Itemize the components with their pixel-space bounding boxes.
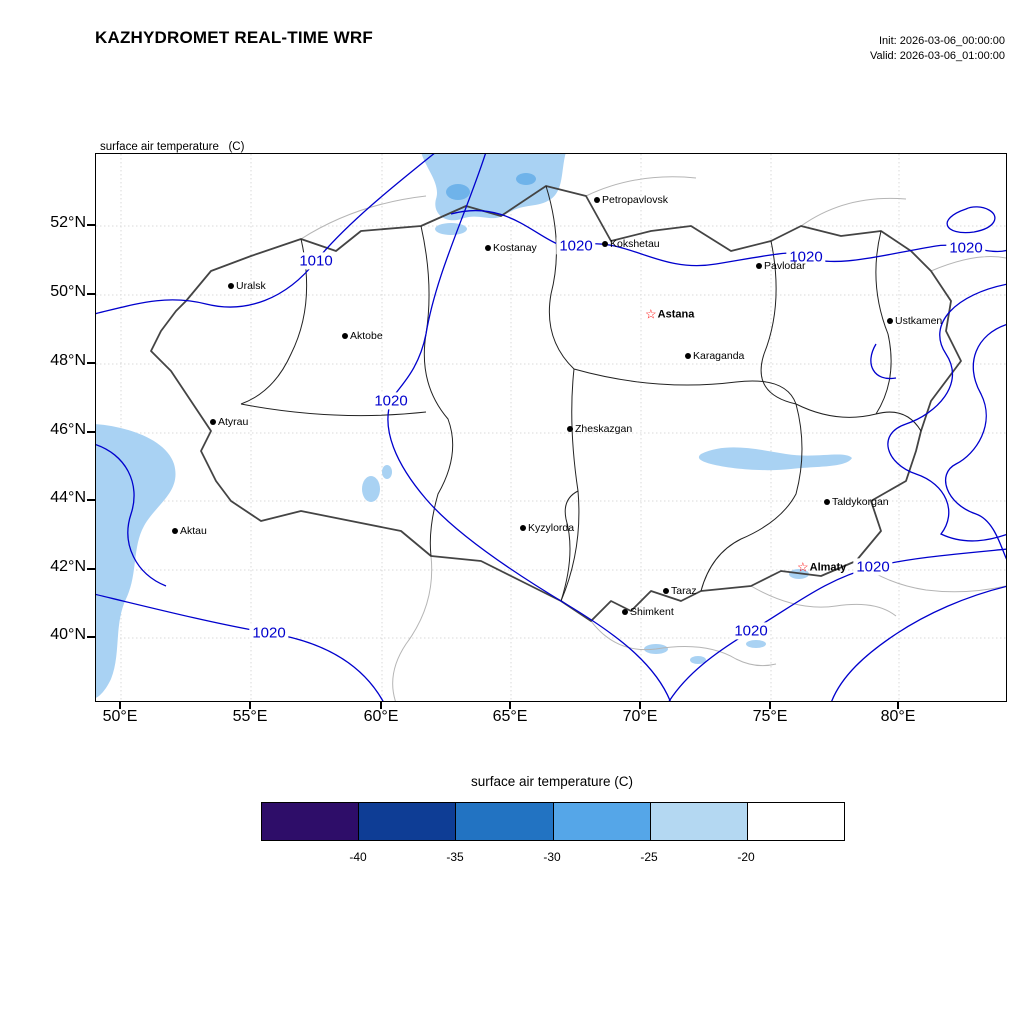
page-title: KAZHYDROMET REAL-TIME WRF xyxy=(95,28,373,47)
colorbar xyxy=(261,802,845,841)
colorbar-segment xyxy=(358,803,456,840)
city-astana: ☆ Astana xyxy=(645,306,695,322)
pressure-label: 1020 xyxy=(556,237,596,255)
lon-tick xyxy=(249,701,251,709)
graticule xyxy=(96,154,1006,701)
star-icon: ☆ xyxy=(797,559,809,575)
colorbar-tick-label: -35 xyxy=(446,850,464,864)
colorbar-tick-label: -25 xyxy=(640,850,658,864)
lon-axis-label: 80°E xyxy=(880,708,916,725)
lon-tick xyxy=(639,701,641,709)
pressure-label: 1010 xyxy=(296,252,336,270)
lon-axis-label: 70°E xyxy=(622,708,658,725)
lon-tick xyxy=(380,701,382,709)
lon-tick xyxy=(897,701,899,709)
lon-tick xyxy=(769,701,771,709)
city-dot-icon xyxy=(172,528,178,534)
colorbar-segment xyxy=(262,803,359,840)
city-pavlodar: Pavlodar xyxy=(756,260,805,272)
city-dot-icon xyxy=(567,426,573,432)
lat-axis-label: 40°N xyxy=(50,626,86,643)
pressure-label: 1020 xyxy=(853,558,893,576)
colorbar-segment xyxy=(455,803,553,840)
lon-axis-label: 75°E xyxy=(752,708,788,725)
lat-tick xyxy=(87,568,95,570)
pressure-label: 1020 xyxy=(786,248,826,266)
kazakhstan-border xyxy=(150,185,962,622)
lat-tick xyxy=(87,362,95,364)
colorbar-tick-label: -30 xyxy=(543,850,561,864)
city-dot-icon xyxy=(520,525,526,531)
map-panel: 1010 1020 1020 1020 1020 1020 1020 1020 … xyxy=(95,153,1007,702)
lat-tick xyxy=(87,636,95,638)
colorbar-tick-label: -40 xyxy=(349,850,367,864)
city-dot-icon xyxy=(594,197,600,203)
lon-axis-label: 55°E xyxy=(232,708,268,725)
city-aktobe: Aktobe xyxy=(342,330,383,342)
city-karaganda: Karaganda xyxy=(685,350,744,362)
lat-axis-label: 50°N xyxy=(50,283,86,300)
city-dot-icon xyxy=(824,499,830,505)
pressure-label: 1020 xyxy=(249,624,289,642)
region-borders xyxy=(240,185,922,602)
temperature-shading-dark xyxy=(446,173,536,200)
lat-tick xyxy=(87,293,95,295)
city-uralsk: Uralsk xyxy=(228,280,266,292)
valid-time: Valid: 2026-03-06_01:00:00 xyxy=(870,49,1005,62)
city-dot-icon xyxy=(210,419,216,425)
city-kokshetau: Kokshetau xyxy=(602,238,660,250)
city-taraz: Taraz xyxy=(663,585,697,597)
lon-axis-label: 60°E xyxy=(363,708,399,725)
city-atyrau: Atyrau xyxy=(210,416,248,428)
lat-tick xyxy=(87,431,95,433)
subtitle-temperature: surface air temperature (C) xyxy=(100,141,245,154)
run-timestamps: Init: 2026-03-06_00:00:00 Valid: 2026-03… xyxy=(870,34,1005,64)
lat-axis-label: 48°N xyxy=(50,352,86,369)
colorbar-segment xyxy=(746,803,845,840)
city-kostanay: Kostanay xyxy=(485,242,537,254)
city-dot-icon xyxy=(622,609,628,615)
city-petropavlovsk: Petropavlovsk xyxy=(594,194,668,206)
pressure-label: 1020 xyxy=(371,392,411,410)
lon-tick xyxy=(509,701,511,709)
city-ustkamen: Ustkamen xyxy=(887,315,942,327)
lat-tick xyxy=(87,499,95,501)
lon-axis-label: 65°E xyxy=(492,708,528,725)
colorbar-segment xyxy=(552,803,650,840)
city-dot-icon xyxy=(228,283,234,289)
city-dot-icon xyxy=(342,333,348,339)
foreign-borders xyxy=(300,176,1006,701)
city-dot-icon xyxy=(887,318,893,324)
map-canvas xyxy=(96,154,1006,701)
city-almaty: ☆ Almaty xyxy=(797,559,847,575)
lat-axis-label: 46°N xyxy=(50,421,86,438)
colorbar-segment xyxy=(649,803,747,840)
star-icon: ☆ xyxy=(645,306,657,322)
city-kyzylorda: Kyzylorda xyxy=(520,522,574,534)
lat-axis-label: 44°N xyxy=(50,489,86,506)
city-dot-icon xyxy=(485,245,491,251)
colorbar-title: surface air temperature (C) xyxy=(470,774,634,789)
city-taldykorgan: Taldykorgan xyxy=(824,496,889,508)
city-aktau: Aktau xyxy=(172,525,207,537)
city-dot-icon xyxy=(663,588,669,594)
lat-axis-label: 52°N xyxy=(50,214,86,231)
city-dot-icon xyxy=(756,263,762,269)
lon-axis-label: 50°E xyxy=(102,708,138,725)
init-time: Init: 2026-03-06_00:00:00 xyxy=(879,35,1005,47)
city-dot-icon xyxy=(602,241,608,247)
city-shimkent: Shimkent xyxy=(622,606,674,618)
pressure-label: 1020 xyxy=(731,622,771,640)
pressure-label: 1020 xyxy=(946,239,986,257)
lon-tick xyxy=(119,701,121,709)
lat-axis-label: 42°N xyxy=(50,558,86,575)
lat-tick xyxy=(87,224,95,226)
city-dot-icon xyxy=(685,353,691,359)
city-zheskazgan: Zheskazgan xyxy=(567,423,632,435)
colorbar-tick-label: -20 xyxy=(737,850,755,864)
temperature-shading xyxy=(96,154,852,698)
